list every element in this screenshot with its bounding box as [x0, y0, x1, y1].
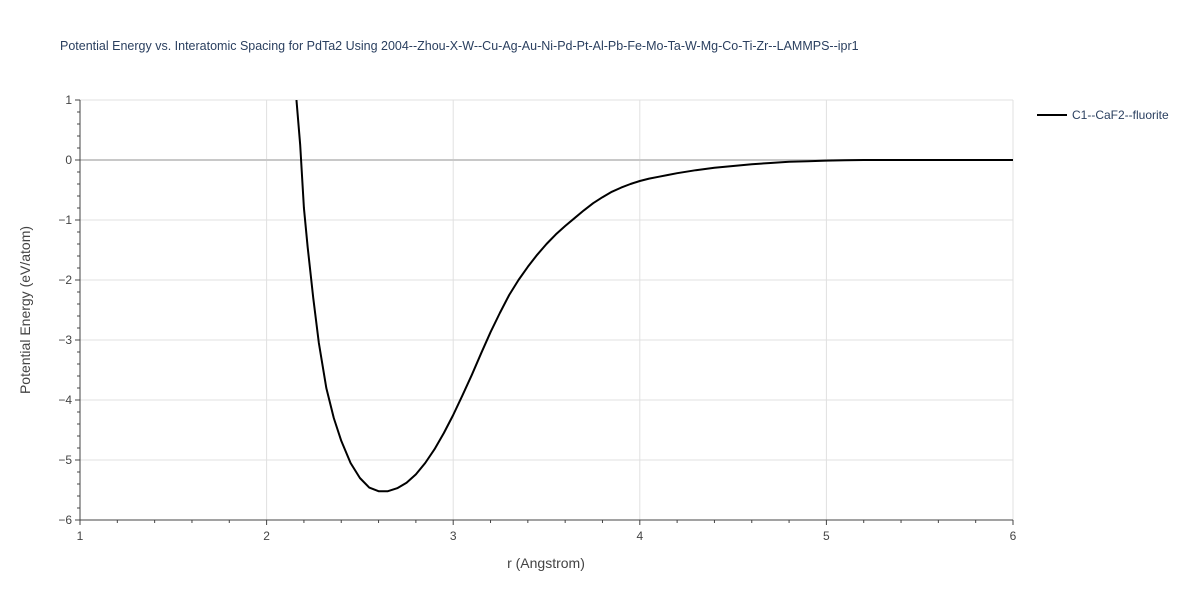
y-tick-label-0: 1 [65, 93, 72, 107]
legend[interactable]: C1--CaF2--fluorite [1037, 108, 1169, 122]
series-lines [295, 100, 1013, 493]
grid [80, 99, 1014, 520]
x-tick-label-1: 2 [263, 529, 270, 543]
x-tick-label-5: 6 [1010, 529, 1017, 543]
y-tick-label-4: −3 [58, 333, 72, 347]
y-axis-ticks: 1 0 −1 −2 −3 −4 −5 −6 [58, 93, 72, 527]
y-axis-title: Potential Energy (eV/atom) [17, 226, 33, 394]
x-tick-label-2: 3 [450, 529, 457, 543]
x-axis-ticks: 1 2 3 4 5 6 [77, 529, 1017, 543]
x-tick-label-3: 4 [636, 529, 643, 543]
legend-label-0: C1--CaF2--fluorite [1072, 108, 1169, 122]
chart-title: Potential Energy vs. Interatomic Spacing… [60, 39, 859, 53]
x-tick-label-0: 1 [77, 529, 84, 543]
y-tick-label-5: −4 [58, 393, 72, 407]
series-line-0 [295, 100, 1013, 493]
x-tick-label-4: 5 [823, 529, 830, 543]
y-tick-label-7: −6 [58, 513, 72, 527]
y-tick-label-6: −5 [58, 453, 72, 467]
y-tick-label-1: 0 [65, 153, 72, 167]
y-tick-label-3: −2 [58, 273, 72, 287]
axes [75, 99, 1014, 525]
y-tick-label-2: −1 [58, 213, 72, 227]
x-axis-title: r (Angstrom) [507, 555, 585, 571]
